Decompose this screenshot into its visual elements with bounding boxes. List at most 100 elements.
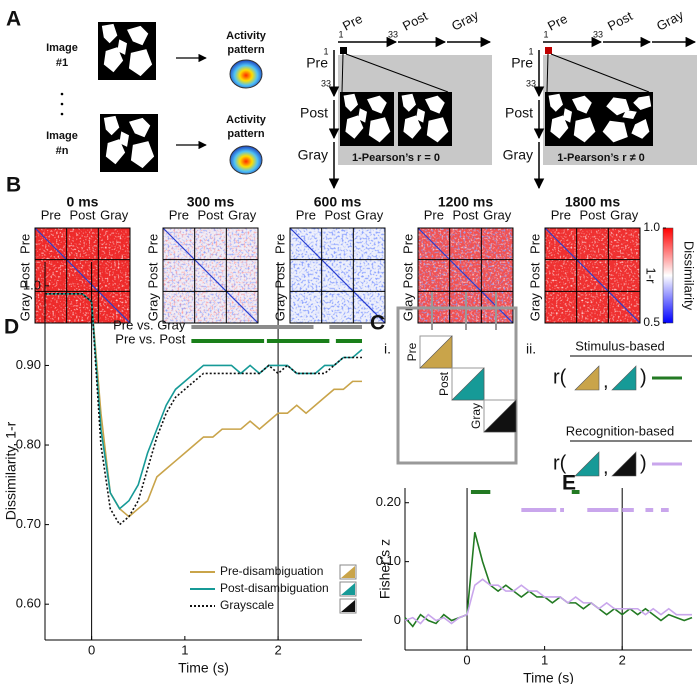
zoom-line bbox=[546, 53, 549, 93]
formula: r( bbox=[553, 452, 567, 474]
y-tick-label: 1.0 bbox=[23, 277, 41, 292]
axis-label: Gray bbox=[483, 207, 512, 222]
axis-label: Post bbox=[605, 8, 635, 34]
y-axis-label: Fisher’s z bbox=[377, 539, 393, 599]
rdm-frame bbox=[289, 227, 386, 324]
axis-label: Post bbox=[272, 262, 287, 288]
colorbar-sublabel: 1-r bbox=[644, 268, 659, 285]
axis-label: Post bbox=[17, 262, 32, 288]
stimulus-image bbox=[398, 92, 452, 146]
image-label: #n bbox=[56, 145, 69, 157]
axis-label: Post bbox=[324, 207, 350, 222]
series-line bbox=[404, 531, 693, 628]
stimulus-image bbox=[599, 92, 653, 146]
rdm-frame bbox=[544, 227, 641, 324]
panel-title: 1800 ms bbox=[565, 194, 620, 210]
activity-label: pattern bbox=[227, 44, 265, 56]
formula: , bbox=[603, 456, 609, 478]
axis-label: Gray bbox=[503, 147, 533, 163]
selected-cell bbox=[545, 47, 552, 54]
formula: ) bbox=[640, 366, 647, 388]
index-label: 33 bbox=[321, 78, 331, 88]
y-tick-label: 0.80 bbox=[16, 436, 41, 451]
condition-triangle bbox=[483, 399, 517, 433]
panel-label: E bbox=[562, 472, 576, 495]
y-tick-label: 0.70 bbox=[16, 516, 41, 531]
rdm-frame bbox=[34, 227, 131, 324]
ellipsis-dot bbox=[60, 112, 64, 116]
x-tick-label: 2 bbox=[274, 642, 281, 657]
rdm-diagonal bbox=[162, 227, 259, 324]
panel-label: B bbox=[6, 174, 21, 197]
axis-label: Gray bbox=[17, 293, 32, 322]
axis-label: Post bbox=[400, 8, 430, 34]
panel-title: 0 ms bbox=[67, 194, 99, 210]
result-label: 1-Pearson’s r ≠ 0 bbox=[557, 152, 645, 164]
chart: 0.60 0.70 0.80 0.90 1.0 0 1 2 Time (s) Dissimilar… bbox=[3, 262, 363, 676]
axis-label: Gray bbox=[145, 293, 160, 322]
axis-label: Gray bbox=[610, 207, 639, 222]
colorbar-tick-label: 1.0 bbox=[643, 220, 660, 234]
series-line bbox=[45, 293, 363, 510]
activity-map bbox=[229, 59, 263, 89]
rdm-diagonal bbox=[34, 227, 131, 324]
legend-label: Grayscale bbox=[220, 598, 274, 612]
image-label: Image bbox=[46, 42, 78, 54]
axis-label: Post bbox=[452, 207, 478, 222]
axis-label: Post bbox=[300, 105, 328, 121]
panel-label: D bbox=[4, 316, 19, 339]
axis-label: Post bbox=[579, 207, 605, 222]
stimulus-image bbox=[100, 114, 158, 172]
index-label: 33 bbox=[526, 78, 536, 88]
panel-title: 1200 ms bbox=[438, 194, 493, 210]
axis-label: Gray bbox=[228, 207, 257, 222]
stimulus-image bbox=[340, 92, 394, 146]
significance-label: Pre vs. Gray bbox=[113, 317, 186, 332]
axis-label: Gray bbox=[527, 293, 542, 322]
index-label: 1 bbox=[323, 46, 328, 56]
ellipsis-dot bbox=[60, 102, 64, 106]
x-axis-label: Time (s) bbox=[523, 670, 574, 684]
part-label: ii. bbox=[526, 341, 536, 357]
legend-icon bbox=[341, 583, 355, 595]
zoom-line bbox=[345, 53, 449, 93]
axis-label: Pre bbox=[545, 11, 570, 34]
axis-label: Pre bbox=[551, 207, 571, 222]
axis-label: Post bbox=[145, 262, 160, 288]
colorbar-tick-label: 0.5 bbox=[643, 315, 660, 329]
rdm-diagonal bbox=[544, 227, 641, 324]
image-label: #1 bbox=[56, 57, 68, 69]
axis-label: Pre bbox=[527, 234, 542, 254]
legend-icon bbox=[341, 600, 355, 612]
panel-title: 600 ms bbox=[314, 194, 362, 210]
stimulus-image bbox=[545, 92, 599, 146]
rdm-frame bbox=[162, 227, 259, 324]
axis-label: Post bbox=[527, 262, 542, 288]
colorbar-label: Dissimilarity bbox=[682, 241, 697, 311]
condition-triangle bbox=[611, 451, 637, 477]
x-tick-label: 0 bbox=[88, 642, 95, 657]
legend-icon bbox=[341, 566, 355, 578]
x-axis-label: Time (s) bbox=[178, 660, 229, 676]
axis-label: Gray bbox=[449, 7, 481, 34]
panel-title: 300 ms bbox=[187, 194, 235, 210]
colorbar bbox=[662, 227, 674, 324]
formula: r( bbox=[553, 366, 567, 388]
activity-label: pattern bbox=[227, 128, 265, 140]
zoom-line bbox=[341, 53, 344, 93]
axis-label: Pre bbox=[400, 234, 415, 254]
axis-label: Pre bbox=[272, 234, 287, 254]
activity-label: Activity bbox=[226, 30, 267, 42]
x-tick-label: 0 bbox=[463, 652, 470, 667]
image-label: Image bbox=[46, 130, 78, 142]
axis-label: Pre bbox=[306, 55, 328, 71]
zoom-line bbox=[550, 53, 650, 93]
matrix-schematic: Pre Post Gray 1 33 Pre Post Gray 1 33 1-Pearson’s … bbox=[298, 7, 697, 190]
axis-label: Pre bbox=[511, 55, 533, 71]
axis-label: Post bbox=[505, 105, 533, 121]
condition-triangle bbox=[451, 367, 485, 401]
y-tick-label: 0 bbox=[394, 612, 401, 627]
y-tick-label: 0.60 bbox=[16, 596, 41, 611]
